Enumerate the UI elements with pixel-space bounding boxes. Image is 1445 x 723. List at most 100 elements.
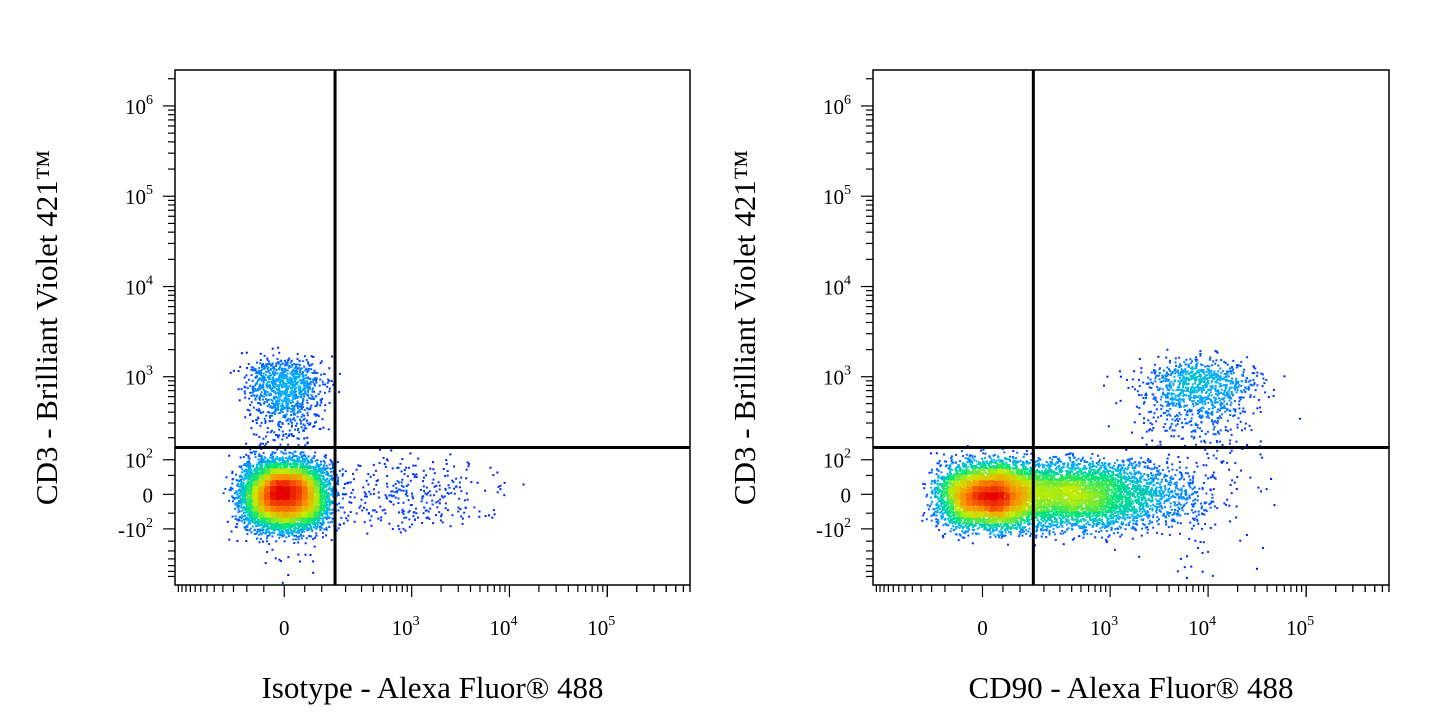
isotype-event-dot	[351, 492, 353, 494]
isotype-event-dot	[388, 495, 390, 497]
isotype-event-dot	[465, 477, 467, 479]
isotype-event-dot	[342, 493, 344, 495]
isotype-event-dot	[261, 395, 263, 397]
isotype-event-dot	[388, 523, 390, 525]
isotype-event-dot	[435, 501, 437, 503]
isotype-event-dot	[278, 429, 280, 431]
isotype-event-dot	[293, 455, 295, 457]
isotype-event-dot	[401, 458, 403, 460]
isotype-event-dot	[386, 498, 388, 500]
isotype-event-dot	[293, 459, 295, 461]
isotype-event-dot	[259, 383, 261, 385]
isotype-event-dot	[322, 519, 324, 521]
isotype-event-dot	[320, 493, 322, 495]
isotype-event-dot	[386, 475, 388, 477]
isotype-event-dot	[260, 372, 262, 374]
isotype-event-dot	[331, 380, 333, 382]
isotype-event-dot	[280, 444, 282, 446]
isotype-event-dot	[305, 427, 307, 429]
isotype-event-dot	[384, 509, 386, 511]
isotype-event-dot	[400, 531, 402, 533]
isotype-event-dot	[245, 443, 247, 445]
isotype-event-dot	[287, 556, 289, 558]
isotype-event-dot	[278, 468, 280, 470]
isotype-event-dot	[241, 502, 243, 504]
isotype-event-dot	[312, 381, 314, 383]
isotype-event-dot	[444, 475, 446, 477]
isotype-event-dot	[297, 554, 299, 556]
isotype-event-dot	[331, 356, 333, 358]
isotype-event-dot	[255, 377, 257, 379]
isotype-event-dot	[310, 368, 312, 370]
isotype-event-dot	[293, 535, 295, 537]
isotype-event-dot	[359, 465, 361, 467]
isotype-event-dot	[282, 403, 284, 405]
isotype-event-dot	[362, 486, 364, 488]
isotype-event-dot	[295, 385, 297, 387]
isotype-event-dot	[315, 486, 317, 488]
isotype-event-dot	[397, 480, 399, 482]
isotype-event-dot	[306, 387, 308, 389]
isotype-event-dot	[330, 471, 332, 473]
isotype-event-dot	[496, 472, 498, 474]
isotype-event-dot	[273, 387, 275, 389]
isotype-event-dot	[403, 502, 405, 504]
isotype-event-dot	[326, 471, 328, 473]
isotype-event-dot	[324, 528, 326, 530]
isotype-event-dot	[493, 509, 495, 511]
isotype-event-dot	[317, 464, 319, 466]
isotype-event-dot	[300, 466, 302, 468]
isotype-event-dot	[298, 536, 300, 538]
isotype-event-dot	[264, 422, 266, 424]
isotype-event-dot	[407, 475, 409, 477]
isotype-event-dot	[244, 474, 246, 476]
isotype-event-dot	[269, 378, 271, 380]
isotype-event-dot	[329, 388, 331, 390]
isotype-event-dot	[313, 413, 315, 415]
isotype-event-dot	[268, 381, 270, 383]
isotype-event-dot	[439, 485, 441, 487]
isotype-event-dot	[280, 405, 282, 407]
isotype-event-dot	[322, 487, 324, 489]
isotype-event-dot	[301, 531, 303, 533]
isotype-event-dot	[307, 465, 309, 467]
isotype-event-dot	[406, 492, 408, 494]
isotype-event-dot	[492, 474, 494, 476]
isotype-event-dot	[250, 531, 252, 533]
isotype-event-dot	[310, 364, 312, 366]
isotype-event-dot	[271, 430, 273, 432]
isotype-event-dot	[273, 461, 275, 463]
isotype-event-dot	[252, 474, 254, 476]
isotype-event-dot	[268, 543, 270, 545]
isotype-event-dot	[252, 380, 254, 382]
isotype-event-dot	[299, 525, 301, 527]
isotype-event-dot	[291, 390, 293, 392]
isotype-event-dot	[329, 501, 331, 503]
isotype-event-dot	[260, 404, 262, 406]
isotype-event-dot	[271, 407, 273, 409]
isotype-event-dot	[306, 537, 308, 539]
isotype-event-dot	[248, 493, 250, 495]
isotype-event-dot	[442, 521, 444, 523]
isotype-event-dot	[320, 481, 322, 483]
isotype-event-dot	[432, 504, 434, 506]
isotype-event-dot	[242, 488, 244, 490]
isotype-event-dot	[407, 484, 409, 486]
isotype-event-dot	[268, 360, 270, 362]
isotype-event-dot	[269, 456, 271, 458]
isotype-event-dot	[466, 469, 468, 471]
isotype-event-dot	[277, 361, 279, 363]
isotype-event-dot	[241, 352, 243, 354]
isotype-event-dot	[500, 485, 502, 487]
isotype-event-dot	[236, 519, 238, 521]
isotype-event-dot	[375, 470, 377, 472]
isotype-event-dot	[258, 525, 260, 527]
isotype-event-dot	[256, 375, 258, 377]
isotype-event-dot	[312, 426, 314, 428]
isotype-event-dot	[284, 524, 286, 526]
isotype-event-dot	[244, 393, 246, 395]
isotype-event-dot	[490, 467, 492, 469]
isotype-event-dot	[337, 461, 339, 463]
isotype-event-dot	[299, 389, 301, 391]
isotype-event-dot	[256, 538, 258, 540]
